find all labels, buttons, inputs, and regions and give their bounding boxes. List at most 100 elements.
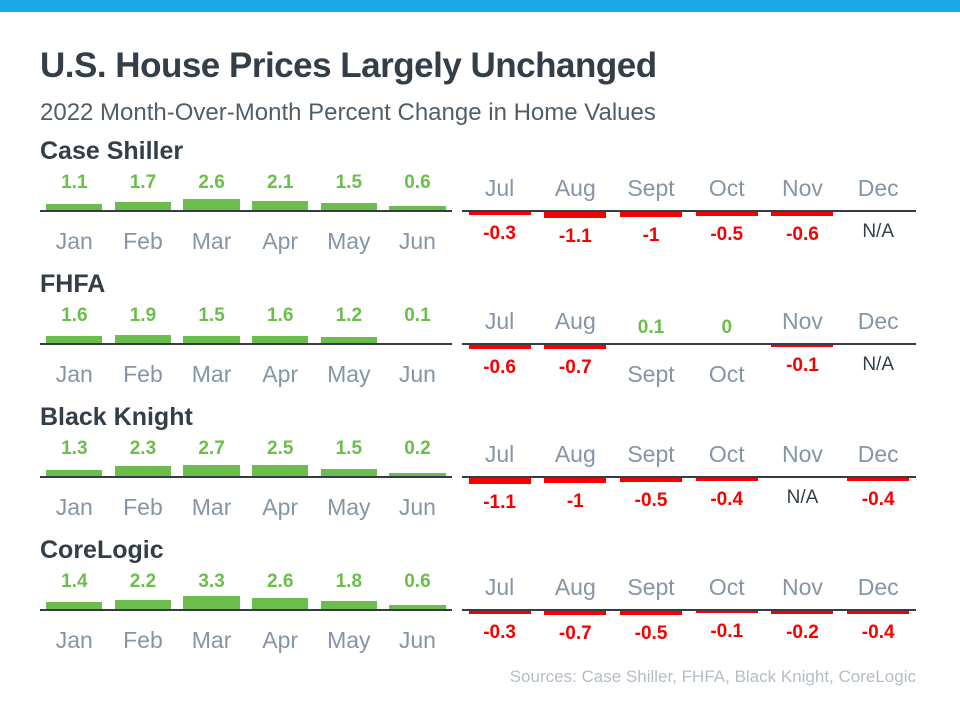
value-label: 1.4: [61, 571, 88, 592]
sources-note: Sources: Case Shiller, FHFA, Black Knigh…: [509, 667, 916, 686]
positive-bar: [114, 600, 172, 609]
value-label: 3.3: [198, 571, 225, 592]
negative-bar: [695, 611, 758, 613]
month-label: Jan: [55, 228, 93, 254]
positive-bar: [320, 601, 377, 609]
month-column: Nov N/A: [765, 432, 841, 526]
month-label: Jan: [55, 494, 93, 520]
positive-bar: [320, 337, 377, 343]
month-column: 1.5 May: [315, 166, 384, 260]
negative-bar: [619, 611, 683, 615]
value-label: -0.4: [861, 622, 895, 643]
month-label: Apr: [262, 627, 299, 653]
month-label: Jan: [55, 627, 93, 653]
positive-bar: [114, 335, 172, 343]
month-column: Oct -0.4: [689, 432, 765, 526]
value-label: -0.4: [861, 489, 895, 510]
positive-bar: [46, 602, 103, 609]
month-column: Jul -0.3: [462, 166, 538, 260]
baseline-axis: [461, 609, 916, 611]
value-label: 1.1: [61, 172, 88, 193]
month-label: Mar: [191, 494, 232, 520]
content: U.S. House Prices Largely Unchanged 2022…: [0, 46, 960, 687]
month-label: Dec: [857, 574, 899, 600]
na-label: N/A: [862, 354, 895, 375]
value-label: 1.8: [335, 571, 363, 592]
negative-bar: [544, 212, 607, 218]
baseline-axis: [40, 210, 452, 212]
value-label: -0.5: [710, 224, 744, 245]
month-label: Sept: [627, 175, 675, 201]
negative-bar: [468, 212, 531, 215]
baseline-axis: [461, 343, 916, 345]
page-title: U.S. House Prices Largely Unchanged: [40, 46, 657, 85]
month-column: Aug -1.1: [537, 166, 613, 260]
month-label: Feb: [123, 361, 163, 387]
value-label: 2.6: [266, 571, 294, 592]
value-label: 1.6: [266, 305, 294, 326]
month-column: 1.6 Jan: [40, 299, 109, 393]
positive-bar: [252, 336, 309, 343]
positive-bar: [252, 598, 309, 609]
negative-bar: [695, 478, 758, 481]
negative-bar: [468, 478, 531, 484]
month-column: Aug -0.7: [537, 565, 613, 659]
value-label: 1.5: [335, 172, 363, 193]
month-label: Jun: [398, 361, 436, 387]
month-column: 1.4 Jan: [40, 565, 109, 659]
month-column: 1.1 Jan: [40, 166, 109, 260]
value-label: 1.7: [129, 172, 157, 193]
value-label: 2.6: [198, 172, 225, 193]
baseline-axis: [40, 609, 452, 611]
baseline-axis: [461, 210, 916, 212]
value-label: 1.3: [61, 438, 88, 459]
month-column: Jul -1.1: [462, 432, 538, 526]
month-label: Sept: [627, 361, 675, 387]
value-label: -0.3: [483, 223, 516, 244]
negative-bar: [695, 212, 758, 216]
month-column: 1.5 May: [315, 432, 384, 526]
negative-bar: [847, 611, 910, 614]
negative-bar: [544, 478, 607, 483]
month-column: 0 Oct: [689, 299, 765, 393]
month-label: Dec: [857, 308, 899, 334]
month-column: Nov -0.1: [765, 299, 841, 393]
accent-bar-top: [0, 0, 960, 12]
positive-bar: [46, 204, 103, 210]
infographic: U.S. House Prices Largely Unchanged 2022…: [0, 0, 960, 687]
month-column: 3.3 Mar: [177, 565, 246, 659]
month-column: 1.6 Apr: [246, 299, 315, 393]
month-label: Dec: [857, 175, 899, 201]
month-label: Jun: [398, 494, 436, 520]
value-label: 2.3: [129, 438, 157, 459]
value-label: -0.6: [786, 224, 819, 245]
value-label: 1.5: [198, 305, 225, 326]
value-label: -1: [642, 225, 660, 246]
month-label: Apr: [262, 228, 299, 254]
month-column: Aug -1: [537, 432, 613, 526]
month-column: Nov -0.2: [765, 565, 841, 659]
month-column: Jul -0.6: [462, 299, 538, 393]
month-label: Feb: [123, 627, 163, 653]
positive-bar: [183, 596, 240, 609]
month-column: Dec N/A: [840, 299, 916, 393]
positive-bar: [320, 469, 377, 476]
value-label: 2.5: [266, 438, 294, 459]
value-label: 1.5: [335, 438, 363, 459]
value-label: -0.7: [558, 357, 592, 378]
month-column: 1.2 May: [315, 299, 384, 393]
value-label: -0.1: [786, 355, 819, 376]
negative-bar: [544, 611, 607, 615]
month-label: Nov: [782, 441, 823, 467]
chart-half-right: Jul -1.1 Aug -1 Sept -0.5 Oct -0.4 Nov N/A Dec -0.4: [461, 432, 916, 526]
source-heading: FHFA: [40, 270, 106, 298]
source-section: CoreLogic 1.4 Jan 2.2 Feb 3.3 Mar 2.6 Apr 1.8 May 0…: [40, 535, 916, 659]
chart-half-right: Jul -0.3 Aug -1.1 Sept -1 Oct -0.5 Nov -0.6 Dec N/A: [461, 166, 916, 260]
negative-bar: [771, 611, 834, 614]
sections: Case Shiller 1.1 Jan 1.7 Feb 2.6 Mar 2.1 Apr 1.5 M…: [40, 136, 916, 659]
value-label: -0.5: [634, 623, 668, 644]
negative-bar: [619, 212, 683, 217]
value-label: 2.1: [266, 172, 294, 193]
month-column: 1.8 May: [315, 565, 384, 659]
negative-bar: [771, 212, 834, 216]
